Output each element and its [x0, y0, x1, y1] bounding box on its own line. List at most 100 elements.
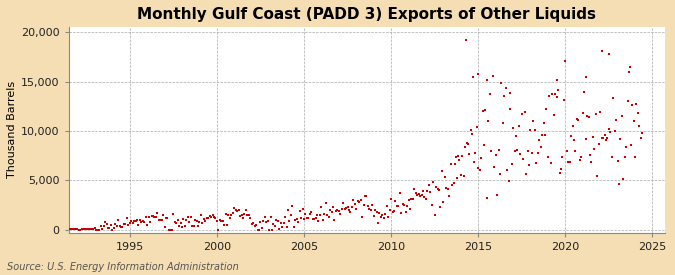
Point	[486, 149, 497, 153]
Point	[344, 208, 354, 212]
Point	[182, 214, 193, 219]
Point	[587, 135, 598, 139]
Point	[190, 217, 200, 222]
Point	[381, 204, 392, 208]
Point	[404, 207, 415, 211]
Point	[433, 188, 444, 192]
Point	[139, 220, 150, 224]
Point	[367, 203, 377, 207]
Point	[236, 213, 247, 218]
Point	[631, 102, 642, 106]
Point	[622, 99, 633, 103]
Point	[597, 135, 608, 140]
Point	[319, 212, 329, 216]
Point	[563, 160, 574, 164]
Point	[361, 194, 372, 199]
Point	[427, 202, 437, 207]
Point	[288, 224, 299, 229]
Point	[107, 227, 117, 232]
Point	[452, 153, 463, 158]
Point	[120, 222, 131, 227]
Point	[205, 214, 215, 219]
Point	[630, 155, 641, 159]
Point	[219, 223, 230, 227]
Point	[109, 226, 119, 230]
Point	[537, 132, 547, 137]
Point	[634, 124, 645, 128]
Point	[105, 223, 116, 227]
Point	[255, 219, 266, 224]
Point	[574, 157, 585, 162]
Point	[589, 147, 600, 151]
Point	[364, 206, 375, 211]
Point	[412, 192, 423, 197]
Point	[115, 225, 126, 230]
Point	[194, 220, 205, 224]
Point	[256, 226, 267, 230]
Point	[153, 218, 164, 222]
Point	[333, 209, 344, 213]
Point	[300, 212, 310, 216]
Point	[157, 217, 167, 222]
Point	[101, 222, 112, 226]
Point	[597, 49, 608, 53]
Point	[414, 194, 425, 198]
Point	[323, 215, 334, 219]
Point	[329, 218, 340, 222]
Point	[207, 213, 218, 217]
Point	[75, 227, 86, 232]
Point	[86, 227, 97, 231]
Point	[583, 115, 594, 119]
Point	[327, 205, 338, 209]
Point	[461, 141, 472, 145]
Point	[601, 137, 612, 142]
Point	[479, 142, 489, 147]
Point	[252, 227, 263, 232]
Point	[360, 194, 371, 199]
Point	[418, 188, 429, 193]
Point	[123, 222, 134, 227]
Point	[59, 227, 70, 231]
Point	[92, 227, 103, 232]
Point	[307, 217, 318, 221]
Point	[286, 212, 296, 217]
Point	[342, 205, 353, 209]
Point	[239, 212, 250, 216]
Y-axis label: Thousand Barrels: Thousand Barrels	[7, 81, 17, 178]
Point	[614, 182, 624, 186]
Point	[117, 224, 128, 229]
Point	[63, 227, 74, 231]
Point	[56, 227, 67, 232]
Point	[62, 227, 73, 232]
Point	[146, 214, 157, 218]
Point	[545, 161, 556, 165]
Point	[143, 214, 154, 219]
Point	[615, 137, 626, 142]
Point	[591, 111, 601, 116]
Point	[605, 130, 616, 134]
Point	[95, 224, 106, 228]
Point	[624, 65, 635, 69]
Point	[279, 215, 290, 219]
Point	[402, 204, 412, 208]
Point	[201, 216, 212, 221]
Point	[304, 212, 315, 216]
Point	[336, 207, 347, 211]
Point	[392, 204, 402, 208]
Point	[452, 176, 462, 180]
Point	[620, 155, 630, 160]
Point	[66, 227, 77, 232]
Point	[72, 227, 83, 231]
Point	[269, 224, 280, 229]
Point	[505, 91, 516, 95]
Point	[313, 219, 324, 224]
Point	[326, 209, 337, 214]
Point	[321, 201, 331, 205]
Point	[136, 219, 146, 224]
Point	[539, 133, 550, 138]
Point	[308, 217, 319, 221]
Point	[130, 219, 141, 224]
Point	[466, 128, 477, 133]
Point	[254, 227, 265, 232]
Point	[168, 212, 179, 217]
